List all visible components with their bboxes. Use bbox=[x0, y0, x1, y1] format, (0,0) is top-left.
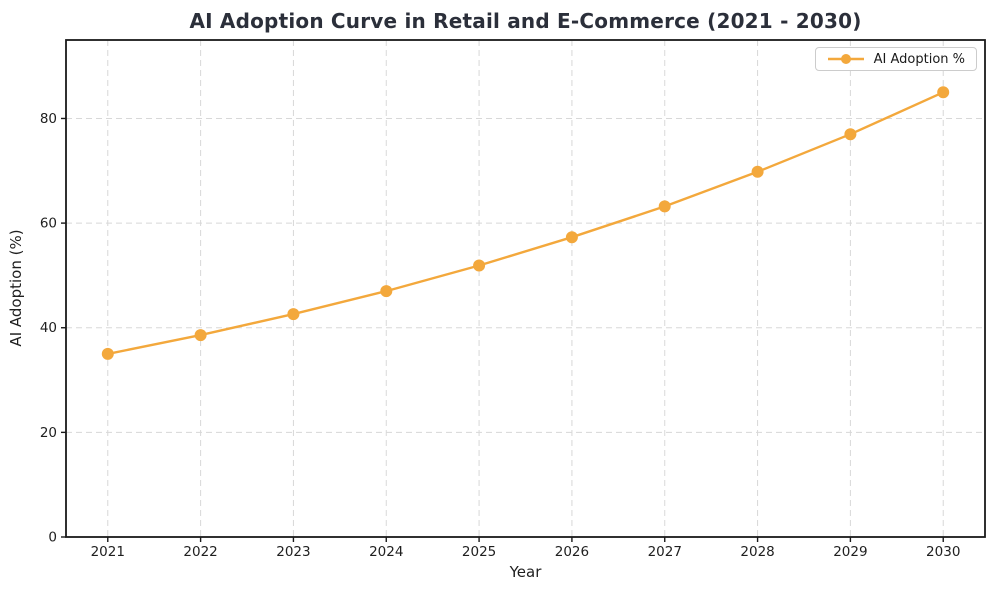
y-tick-label: 0 bbox=[48, 530, 57, 546]
data-point-2026 bbox=[565, 231, 578, 244]
y-axis-label: AI Adoption (%) bbox=[7, 229, 25, 347]
x-tick-label: 2025 bbox=[462, 544, 496, 560]
data-point-2023 bbox=[287, 308, 300, 321]
data-point-2029 bbox=[844, 128, 857, 141]
legend: AI Adoption % bbox=[814, 47, 977, 71]
x-tick-label: 2024 bbox=[369, 544, 403, 560]
legend-entry-label: AI Adoption % bbox=[873, 51, 965, 67]
y-tick-label: 80 bbox=[40, 111, 57, 127]
data-point-2027 bbox=[658, 200, 671, 213]
data-point-2025 bbox=[473, 259, 486, 272]
legend-marker-icon bbox=[840, 54, 851, 64]
y-tick-label: 60 bbox=[40, 216, 57, 232]
x-tick-label: 2023 bbox=[276, 544, 310, 560]
data-point-2024 bbox=[380, 285, 393, 298]
x-axis-label: Year bbox=[509, 563, 542, 581]
y-tick-label: 40 bbox=[40, 320, 57, 336]
legend-line-sample bbox=[827, 54, 864, 64]
x-tick-label: 2029 bbox=[833, 544, 867, 560]
x-tick-label: 2026 bbox=[555, 544, 589, 560]
x-tick-label: 2021 bbox=[91, 544, 125, 560]
data-point-2030 bbox=[937, 86, 950, 99]
x-tick-label: 2030 bbox=[926, 544, 960, 560]
y-tick-label: 20 bbox=[40, 425, 57, 441]
x-tick-label: 2027 bbox=[648, 544, 682, 560]
chart-title: AI Adoption Curve in Retail and E-Commer… bbox=[189, 9, 862, 33]
axes-spines bbox=[65, 39, 986, 538]
series-line bbox=[106, 91, 945, 356]
data-point-2021 bbox=[101, 347, 114, 360]
data-point-2022 bbox=[194, 329, 207, 342]
x-tick-label: 2028 bbox=[740, 544, 774, 560]
x-tick-label: 2022 bbox=[183, 544, 217, 560]
data-point-2028 bbox=[751, 165, 764, 178]
